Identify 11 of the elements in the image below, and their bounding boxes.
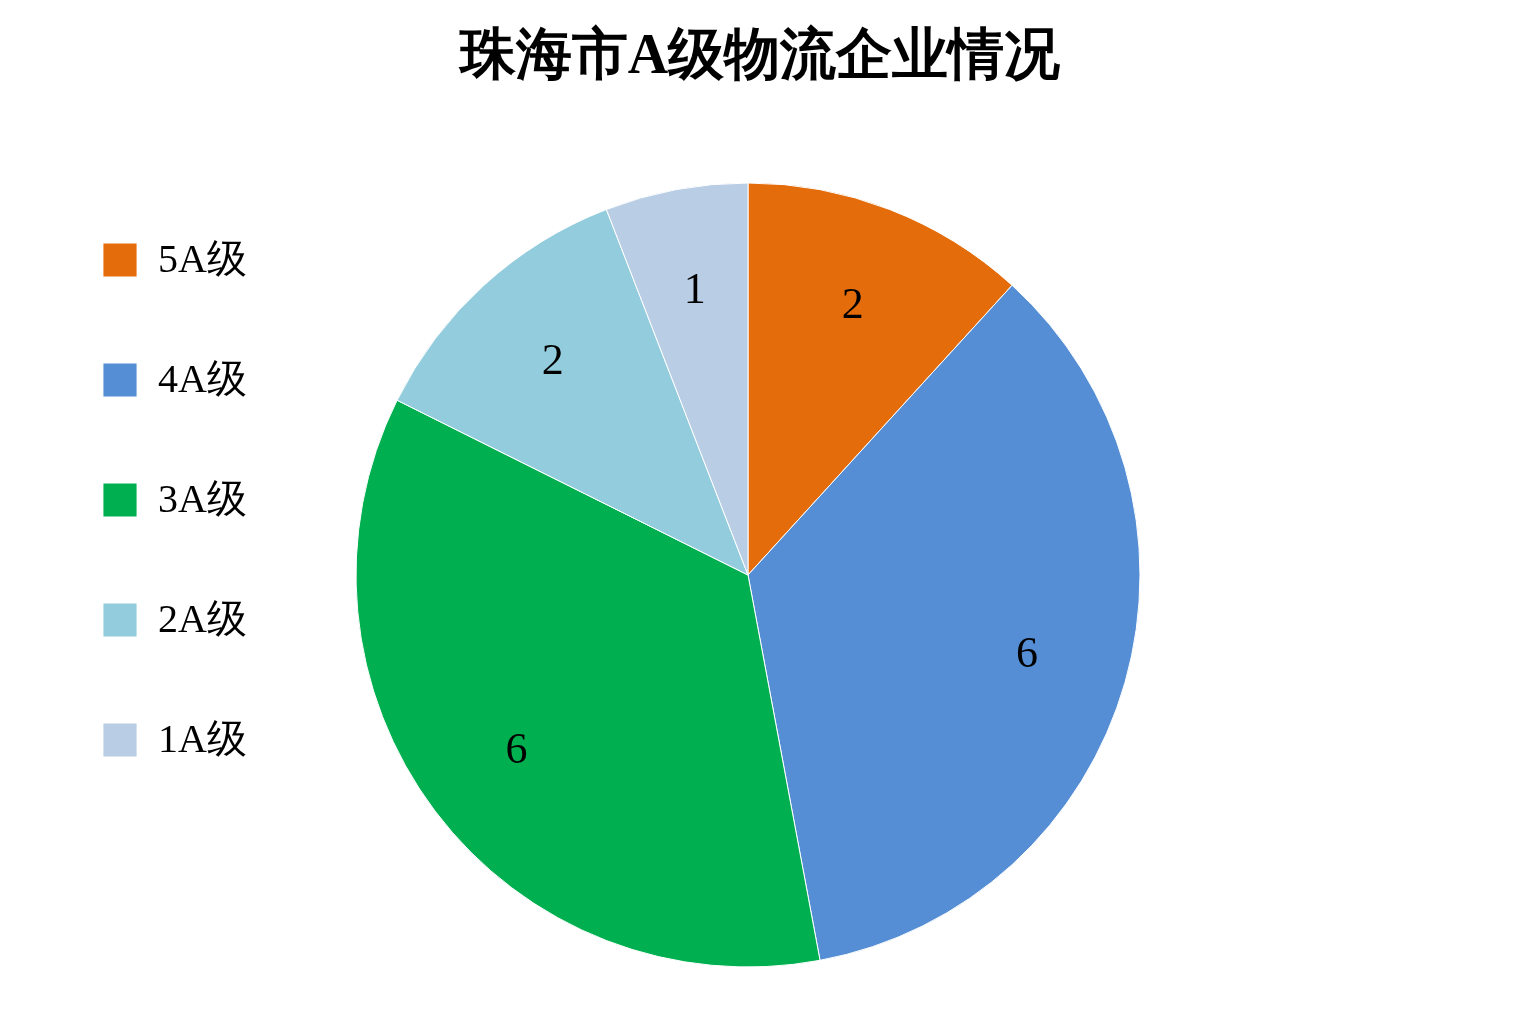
data-label: 6 — [1015, 628, 1038, 678]
chart-title: 珠海市A级物流企业情况 — [457, 23, 1061, 85]
data-label: 1 — [683, 263, 706, 313]
data-label: 2 — [841, 278, 864, 328]
legend-label: 4A级 — [158, 356, 247, 401]
legend-label: 1A级 — [158, 716, 247, 761]
data-label: 2 — [541, 334, 564, 384]
legend-label: 2A级 — [158, 596, 247, 641]
legend-label: 5A级 — [158, 236, 247, 281]
data-label: 6 — [505, 723, 528, 773]
legend-label: 3A级 — [158, 476, 247, 521]
